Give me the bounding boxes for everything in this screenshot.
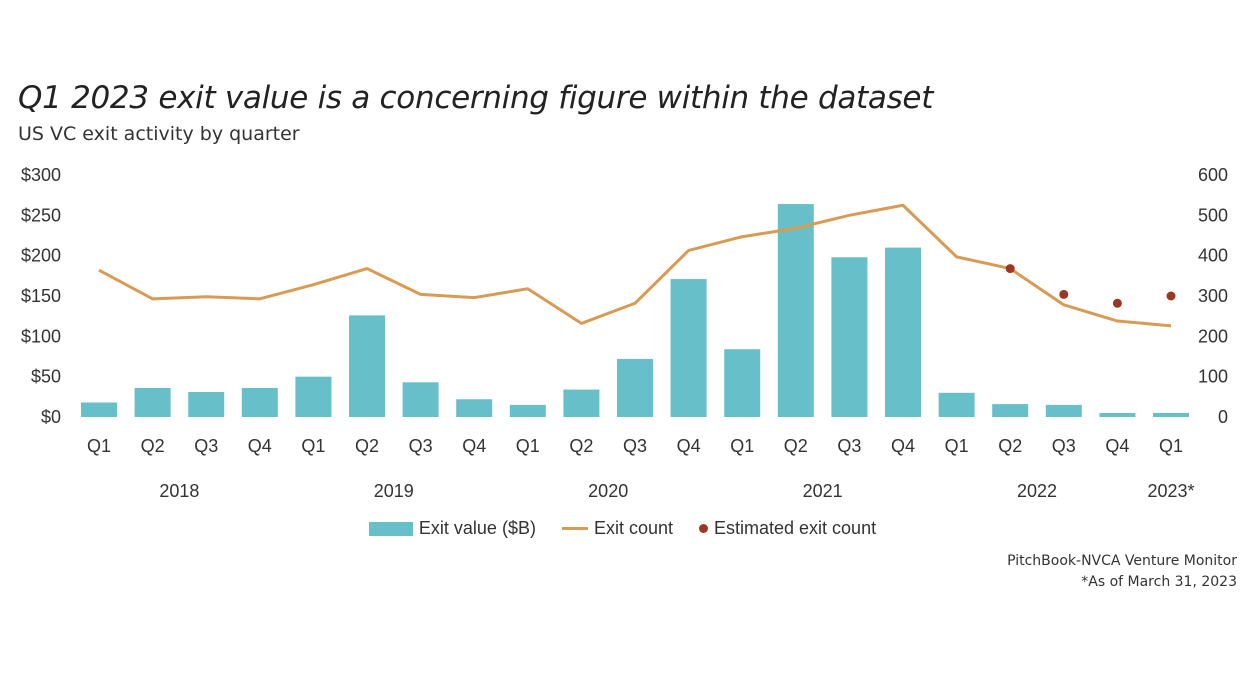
exit-value-bar	[456, 399, 493, 417]
estimated-exit-count-dot	[1112, 298, 1122, 308]
left-tick-label: $100	[21, 326, 61, 346]
exit-value-bar	[1045, 404, 1082, 417]
exit-value-bar	[1153, 412, 1189, 417]
quarter-tick-label: Q4	[1105, 436, 1129, 456]
quarter-tick-label: Q4	[462, 436, 486, 456]
chart-canvas: $0 $50 $100 $150 $200 $250 $300 0 100 200 300 400 5…	[21, 165, 1228, 501]
exit-value-bar	[992, 404, 1029, 417]
quarter-tick-label: Q3	[194, 436, 218, 456]
exit-value-bar	[777, 204, 814, 417]
dot-swatch-icon	[699, 524, 708, 533]
line-swatch-icon	[561, 527, 588, 530]
source-note: PitchBook-NVCA Venture Monitor *As of Ma…	[1007, 551, 1237, 593]
legend-label-exit-count: Exit count	[593, 518, 673, 538]
year-label: 2020	[588, 481, 628, 501]
quarter-tick-label: Q3	[1052, 436, 1076, 456]
quarter-tick-label: Q4	[891, 436, 915, 456]
left-tick-label: $300	[21, 165, 61, 185]
exit-value-bar	[831, 257, 868, 417]
left-tick-label: $0	[41, 407, 61, 427]
quarter-tick-label: Q1	[730, 436, 754, 456]
year-label: 2018	[159, 481, 199, 501]
x-axis-quarters: Q1 Q2 Q3 Q4 Q1 Q2 Q3 Q4 Q1 Q2 Q3 Q4 Q1 Q2 Q3 Q4 Q1 Q2 Q3 Q4…	[87, 436, 1183, 456]
exit-value-bar	[349, 315, 385, 417]
exit-value-bar	[188, 391, 225, 417]
left-tick-label: $200	[21, 246, 61, 266]
right-tick-label: 300	[1198, 286, 1228, 306]
quarter-tick-label: Q2	[998, 436, 1022, 456]
legend: Exit value ($B) Exit count Estimated exi…	[0, 518, 1245, 539]
left-tick-label: $50	[31, 367, 61, 387]
footnote-line: *As of March 31, 2023	[1081, 574, 1237, 590]
left-axis: $0 $50 $100 $150 $200 $250 $300	[21, 165, 61, 427]
quarter-tick-label: Q1	[516, 436, 540, 456]
exit-value-bar	[724, 349, 761, 417]
right-tick-label: 100	[1198, 367, 1228, 387]
exit-value-bar	[509, 404, 546, 417]
chart-subtitle: US VC exit activity by quarter	[18, 123, 300, 145]
year-label: 2019	[374, 481, 414, 501]
source-line: PitchBook-NVCA Venture Monitor	[1007, 553, 1237, 569]
right-tick-label: 400	[1198, 246, 1228, 266]
exit-value-bar	[885, 247, 921, 417]
right-axis: 0 100 200 300 400 500 600	[1198, 165, 1228, 427]
quarter-tick-label: Q4	[677, 436, 701, 456]
exit-count-line	[98, 203, 1172, 328]
quarter-tick-label: Q1	[87, 436, 111, 456]
exit-value-bars	[81, 204, 1189, 417]
quarter-tick-label: Q3	[623, 436, 647, 456]
estimated-exit-count-dots	[1005, 264, 1176, 308]
right-tick-label: 600	[1198, 165, 1228, 185]
exit-value-bar	[402, 382, 439, 417]
exit-value-bar	[670, 279, 707, 417]
quarter-tick-label: Q2	[569, 436, 593, 456]
quarter-tick-label: Q3	[409, 436, 433, 456]
exit-value-bar	[938, 392, 975, 417]
exit-value-bar	[81, 402, 117, 417]
left-tick-label: $150	[21, 286, 61, 306]
left-tick-label: $250	[21, 205, 61, 225]
right-tick-label: 0	[1218, 407, 1228, 427]
year-label: 2021	[803, 481, 843, 501]
quarter-tick-label: Q2	[141, 436, 165, 456]
legend-item-exit-value: Exit value ($B)	[368, 518, 536, 539]
exit-value-bar	[1099, 412, 1136, 417]
right-tick-label: 200	[1198, 326, 1228, 346]
exit-value-bar	[134, 387, 171, 417]
exit-value-bar	[241, 387, 278, 417]
year-label: 2022	[1017, 481, 1057, 501]
estimated-exit-count-dot	[1005, 264, 1015, 274]
legend-item-estimated: Estimated exit count	[699, 518, 876, 539]
quarter-tick-label: Q1	[301, 436, 325, 456]
exit-value-bar	[295, 376, 332, 417]
quarter-tick-label: Q2	[355, 436, 379, 456]
bar-swatch-icon	[368, 521, 413, 536]
quarter-tick-label: Q2	[784, 436, 808, 456]
estimated-exit-count-dot	[1166, 291, 1176, 301]
exit-value-bar	[563, 389, 600, 417]
quarter-tick-label: Q1	[1159, 436, 1183, 456]
year-label: 2023*	[1147, 481, 1194, 501]
quarter-tick-label: Q1	[945, 436, 969, 456]
legend-label-estimated: Estimated exit count	[714, 518, 877, 538]
right-tick-label: 500	[1198, 205, 1228, 225]
x-axis-years: 2018 2019 2020 2021 2022 2023*	[159, 481, 1194, 501]
quarter-tick-label: Q4	[248, 436, 272, 456]
chart-title: Q1 2023 exit value is a concerning figur…	[18, 80, 934, 116]
quarter-tick-label: Q3	[837, 436, 861, 456]
exit-value-bar	[617, 358, 653, 417]
legend-label-exit-value: Exit value ($B)	[418, 518, 536, 538]
legend-item-exit-count: Exit count	[561, 518, 673, 539]
estimated-exit-count-dot	[1059, 289, 1069, 299]
